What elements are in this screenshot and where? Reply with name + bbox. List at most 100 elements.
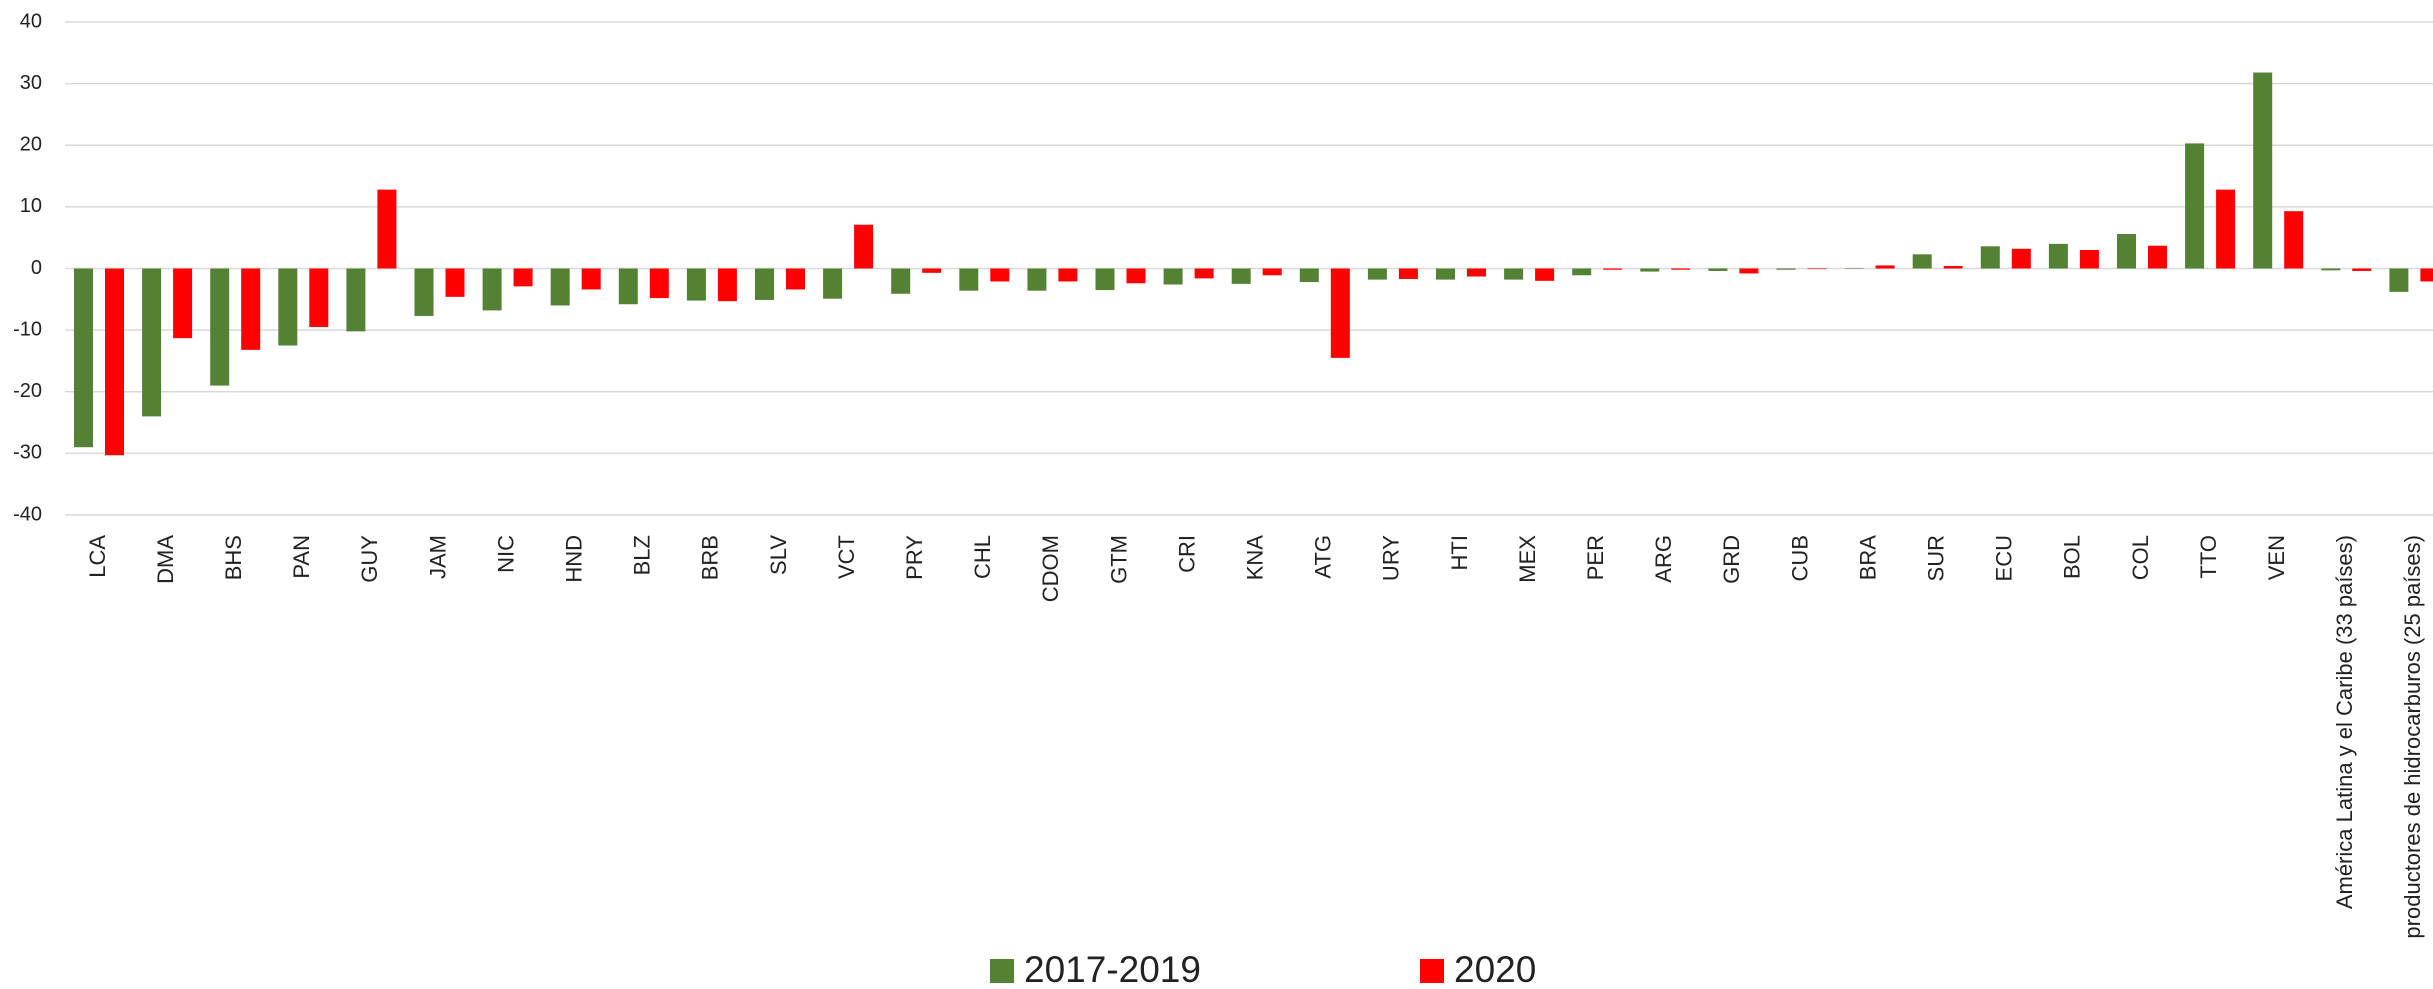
x-tick-label: CUB: [1787, 535, 1812, 581]
x-tick-label: COL: [2128, 535, 2153, 580]
y-tick-label: -30: [13, 442, 42, 464]
x-tick-label: SLV: [766, 535, 791, 575]
x-tick-label: PER: [1583, 535, 1608, 580]
legend-label: 2020: [1454, 949, 1536, 989]
bar: [891, 268, 911, 294]
bar: [1330, 268, 1350, 358]
bar: [550, 268, 570, 306]
bar: [1126, 268, 1146, 284]
x-tick-label: CDOM: [1038, 535, 1063, 602]
bar: [1980, 246, 2000, 269]
x-tick-label: JAM: [425, 535, 450, 579]
bar: [717, 268, 737, 302]
bar: [1844, 268, 1864, 269]
x-tick-label: VEN: [2264, 535, 2289, 580]
bar: [2352, 268, 2372, 271]
bar: [618, 268, 638, 305]
bar: [445, 268, 465, 297]
bar: [1572, 268, 1592, 276]
bar: [1504, 268, 1524, 280]
x-tick-label: GUY: [357, 535, 382, 583]
bar: [1912, 254, 1932, 269]
bar: [1194, 268, 1214, 279]
x-tick-label: URY: [1379, 535, 1404, 581]
x-tick-label: BOL: [2060, 535, 2085, 579]
x-tick-label: MEX: [1515, 535, 1540, 583]
bar: [2253, 72, 2273, 269]
bar: [1058, 268, 1078, 282]
bar: [823, 268, 843, 299]
bar: [2148, 245, 2167, 269]
bar: [1776, 268, 1796, 270]
x-tick-label: CHL: [970, 535, 995, 579]
bar: [649, 268, 669, 299]
bar: [142, 268, 162, 417]
bar: [74, 268, 93, 448]
x-tick-label: América Latina y el Caribe (33 países): [2332, 535, 2357, 909]
bar: [2079, 250, 2099, 269]
bar: [414, 268, 434, 316]
x-tick-label: BHS: [221, 535, 246, 580]
x-tick-label: productores de hidrocarburos (25 países): [2400, 535, 2425, 939]
bar: [309, 268, 329, 328]
x-tick-label: NIC: [493, 535, 518, 573]
bar: [241, 268, 261, 350]
bar: [1436, 268, 1455, 280]
y-tick-label: 30: [20, 72, 42, 94]
bar: [1231, 268, 1251, 284]
bar: [2117, 233, 2136, 269]
bar: [1398, 268, 1418, 279]
bar: [755, 268, 774, 300]
bar: [346, 268, 366, 332]
legend-swatch: [990, 959, 1014, 983]
bar: [922, 268, 942, 273]
x-tick-label: LCA: [85, 535, 110, 578]
bar: [1875, 265, 1895, 269]
x-tick-label: HND: [562, 535, 587, 583]
bar: [1367, 268, 1387, 280]
bar: [2420, 268, 2433, 282]
y-tick-label: -10: [13, 318, 42, 340]
y-tick-label: -40: [13, 503, 42, 525]
x-tick-label: BLZ: [630, 535, 655, 575]
x-tick-label: KNA: [1243, 535, 1268, 581]
x-tick-label: CRI: [1174, 535, 1199, 573]
x-tick-label: GTM: [1106, 535, 1131, 584]
bar: [1708, 268, 1728, 271]
x-tick-label: VCT: [834, 535, 859, 579]
bar: [2284, 211, 2304, 269]
bar: [581, 268, 601, 290]
bar: [1807, 268, 1827, 270]
bar: [2321, 268, 2341, 271]
bar: [686, 268, 706, 301]
x-tick-label: GRD: [1719, 535, 1744, 584]
x-tick-label: DMA: [153, 535, 178, 584]
bar: [513, 268, 533, 287]
bar: [1943, 266, 1963, 269]
bar: [1027, 268, 1047, 291]
x-tick-label: BRB: [698, 535, 723, 580]
x-tick-label: ECU: [1992, 535, 2017, 581]
bar: [173, 268, 193, 339]
bar: [1739, 268, 1759, 274]
bar: [1640, 268, 1660, 272]
bar: [1262, 268, 1282, 276]
x-tick-label: TTO: [2196, 535, 2221, 579]
bar: [990, 268, 1010, 282]
bar: [1299, 268, 1319, 283]
bar: [1535, 268, 1555, 281]
bar: [959, 268, 979, 291]
y-tick-label: 20: [20, 134, 42, 156]
x-tick-label: ATG: [1311, 535, 1336, 579]
bar: [210, 268, 230, 386]
bar: [1671, 268, 1691, 270]
y-tick-label: 10: [20, 195, 42, 217]
bar: [786, 268, 805, 290]
x-tick-label: HTI: [1447, 535, 1472, 570]
bar: [1163, 268, 1183, 285]
bar: [278, 268, 298, 346]
bar: [2048, 243, 2068, 269]
bar: [482, 268, 502, 311]
